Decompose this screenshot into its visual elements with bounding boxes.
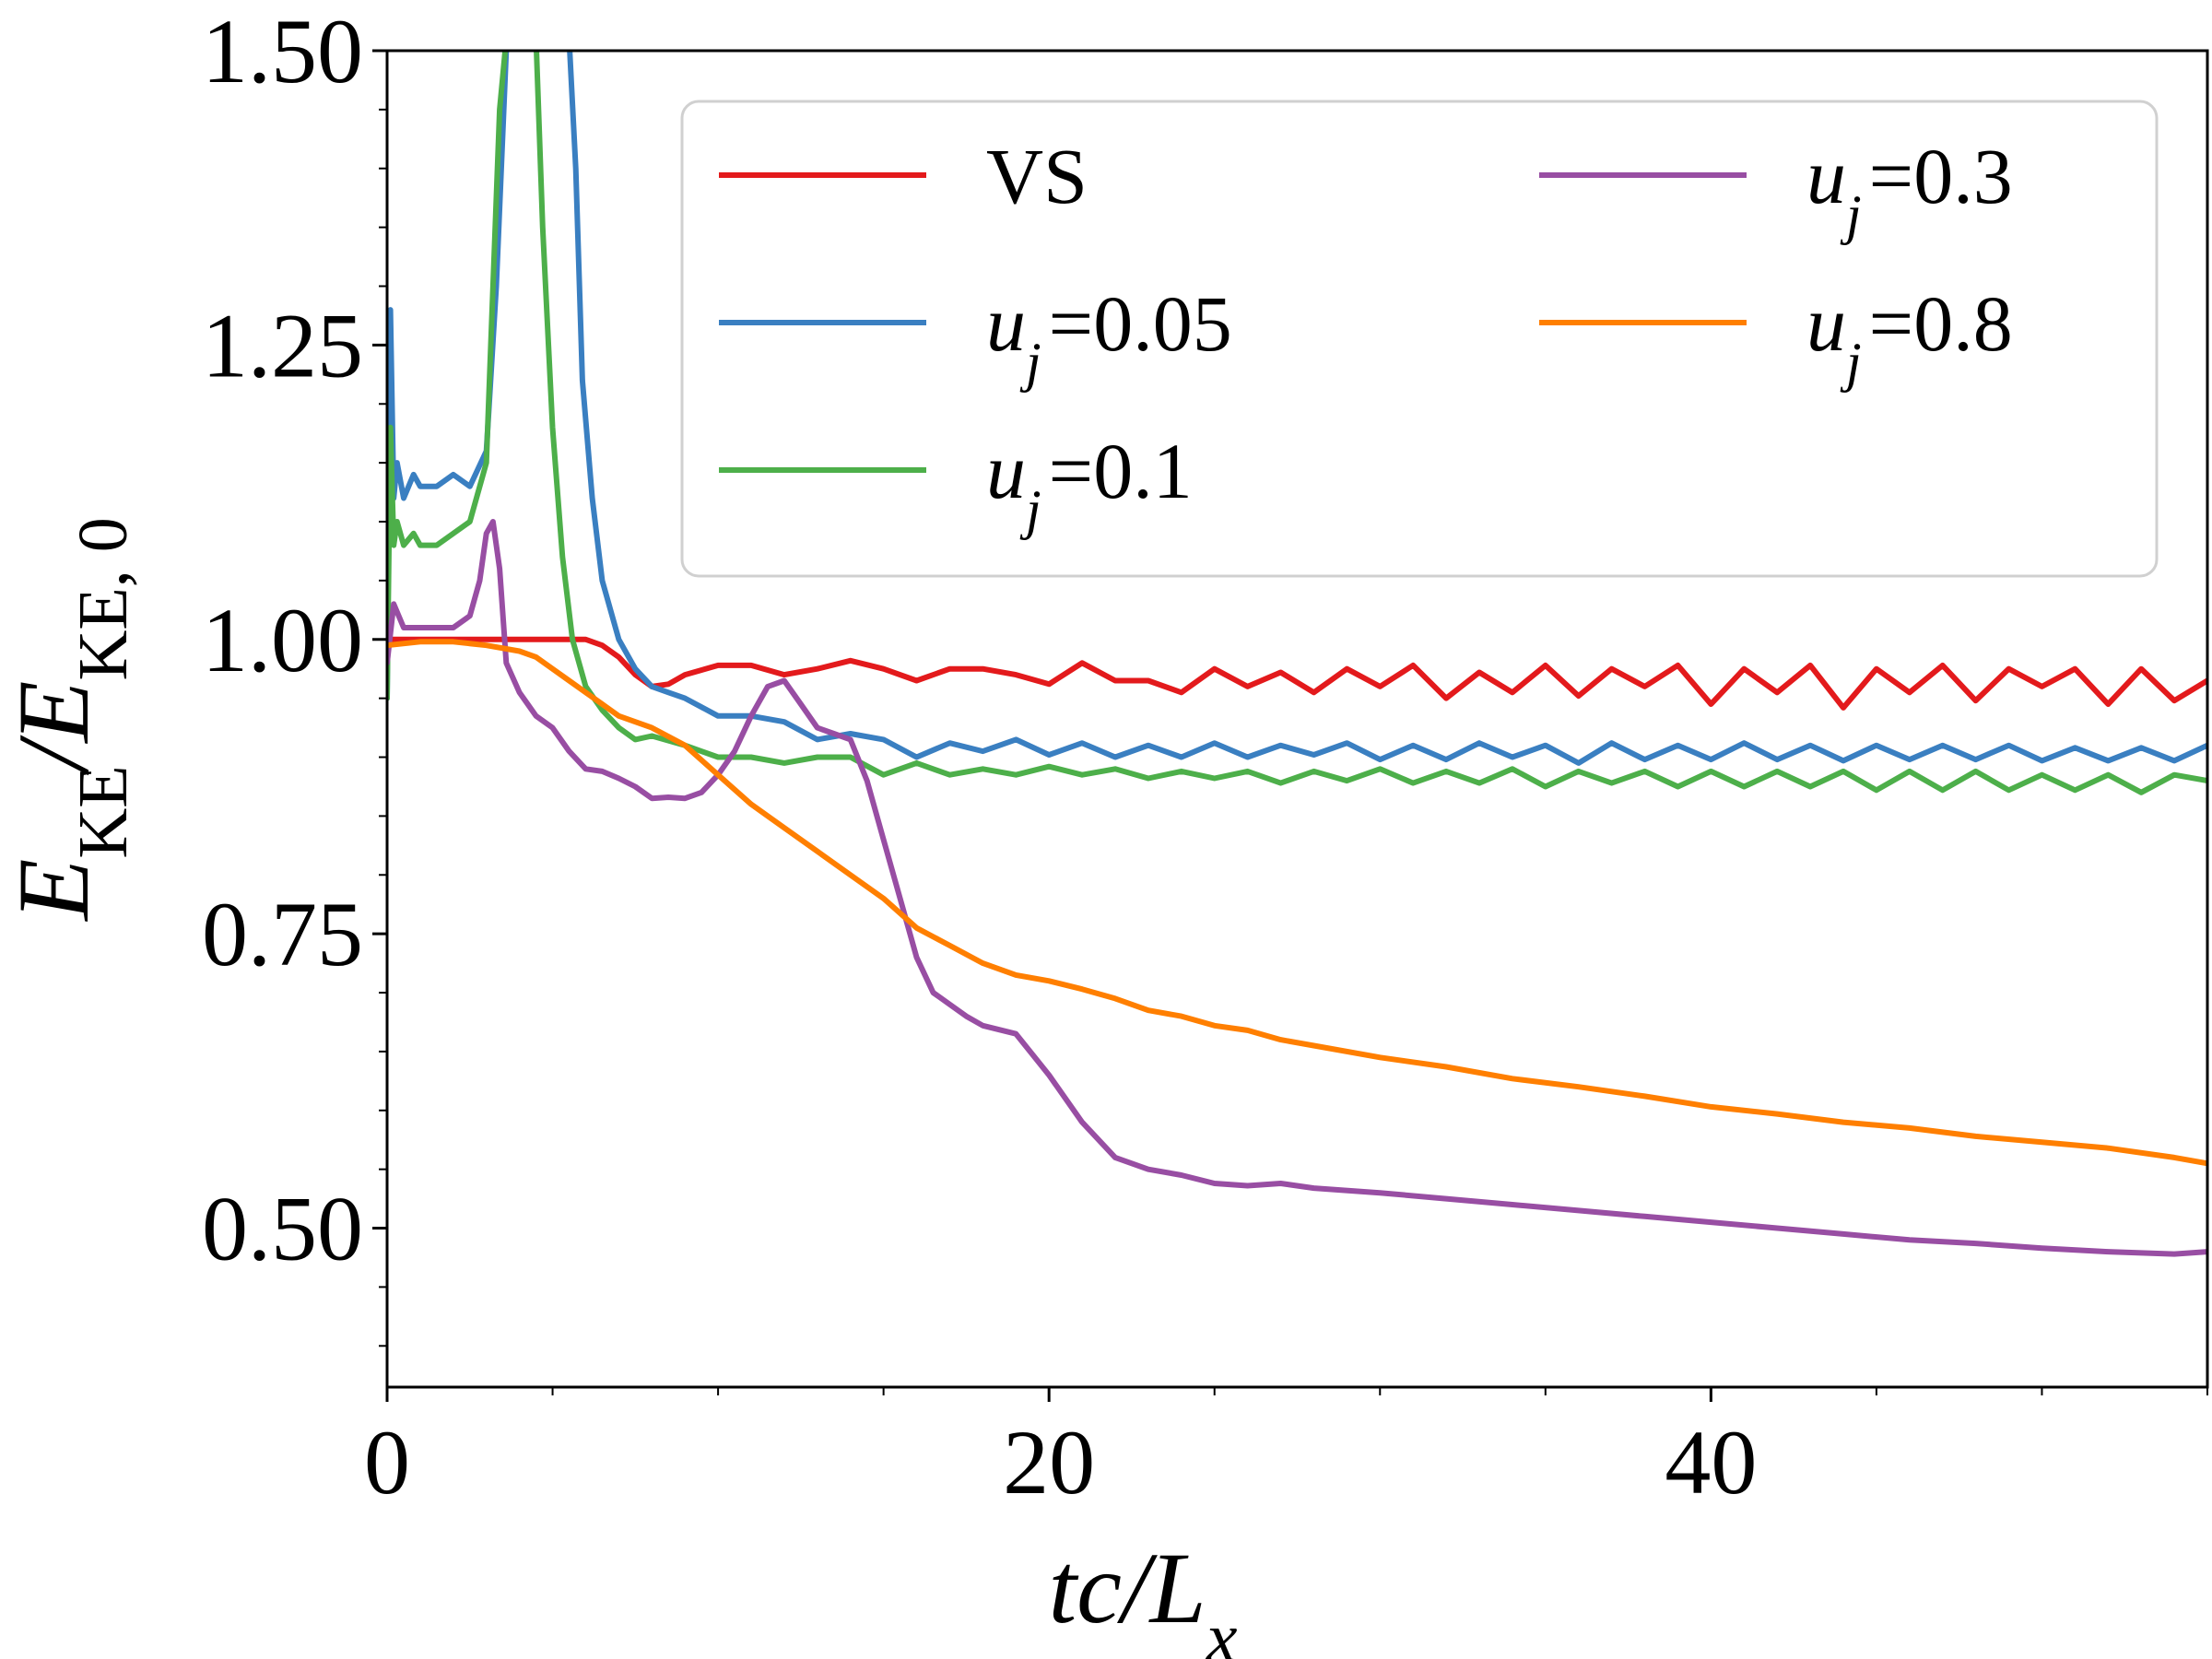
legend-box xyxy=(680,100,2159,578)
series-line-3 xyxy=(387,519,2207,1257)
legend-item-4: uj=0.8 xyxy=(1539,279,2013,393)
plot-frame xyxy=(385,49,2209,1389)
y-axis: 0.50 0.75 1.00 1.25 1.50 xyxy=(202,0,387,1347)
y-tick-label: 1.25 xyxy=(202,294,363,396)
legend-label: VS xyxy=(986,132,1088,220)
legend-item-1: uj=0.05 xyxy=(719,279,1232,393)
series-layer xyxy=(387,51,2207,1257)
series-line-2 xyxy=(387,51,2207,795)
series-line-1 xyxy=(387,51,2207,766)
x-tick-label: 40 xyxy=(1665,1411,1757,1513)
legend-item-0: VS xyxy=(719,132,1088,220)
x-tick-label: 20 xyxy=(1003,1411,1095,1513)
y-tick-label: 1.50 xyxy=(202,0,363,102)
legend-label: uj=0.05 xyxy=(986,279,1232,393)
legend-label: uj=0.1 xyxy=(986,427,1193,540)
series-line-4 xyxy=(387,639,2207,1167)
series-line-0 xyxy=(387,636,2207,711)
legend-item-2: uj=0.1 xyxy=(719,427,1193,540)
y-tick-label: 1.00 xyxy=(202,589,363,691)
y-axis-label: EKE/EKE, 0 xyxy=(0,517,142,923)
x-axis-label: tc/Lx xyxy=(1049,1532,1238,1659)
x-axis: 0 20 40 xyxy=(364,1387,2208,1513)
y-tick-label: 0.50 xyxy=(202,1178,363,1280)
x-tick-label: 0 xyxy=(364,1411,410,1513)
y-tick-label: 0.75 xyxy=(202,883,363,985)
legend-label: uj=0.8 xyxy=(1806,279,2013,393)
